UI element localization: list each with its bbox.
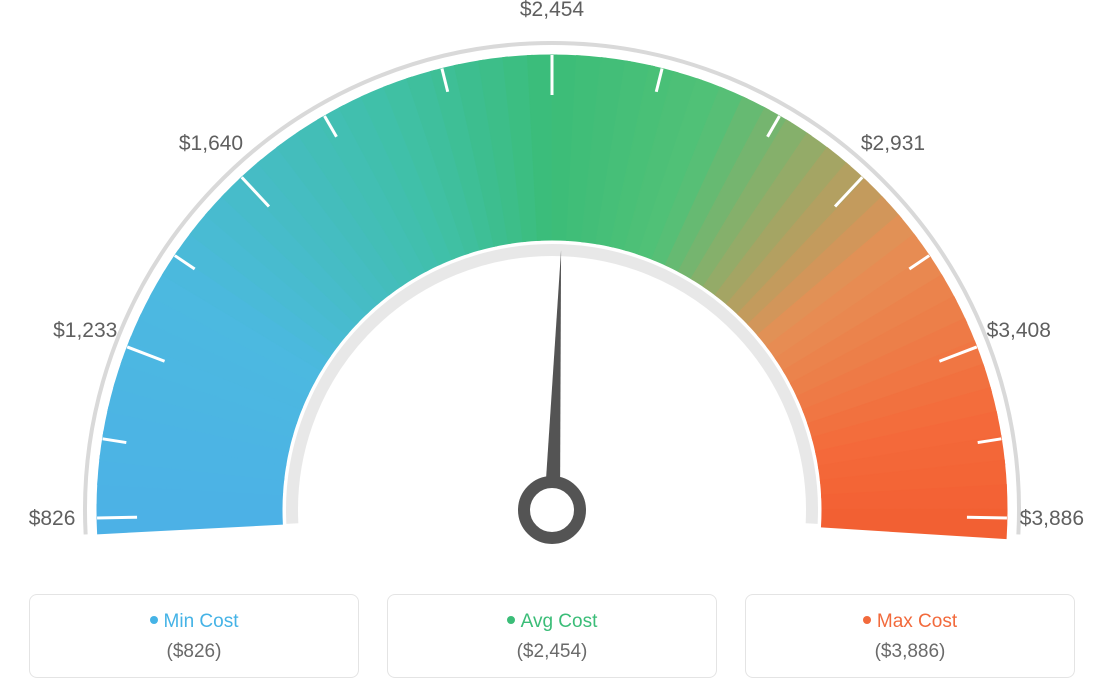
legend-value-avg: ($2,454): [388, 641, 716, 663]
legend-title-text: Max Cost: [877, 611, 957, 632]
legend-title-text: Min Cost: [164, 611, 239, 632]
gauge-svg: [0, 0, 1104, 560]
legend-title-avg: Avg Cost: [388, 611, 716, 633]
legend-row: Min Cost ($826) Avg Cost ($2,454) Max Co…: [0, 594, 1104, 678]
legend-title-text: Avg Cost: [521, 611, 598, 632]
dot-icon: [507, 616, 515, 624]
gauge-tick-label: $3,408: [987, 319, 1051, 343]
legend-card-max: Max Cost ($3,886): [745, 594, 1075, 678]
gauge-tick-label: $2,931: [861, 132, 925, 156]
legend-card-min: Min Cost ($826): [29, 594, 359, 678]
gauge-chart: $826 $1,233 $1,640 $2,454 $2,931 $3,408 $3,886: [0, 0, 1104, 560]
gauge-tick-label: $826: [29, 507, 76, 531]
legend-title-max: Max Cost: [746, 611, 1074, 633]
gauge-tick-label: $1,640: [179, 132, 243, 156]
gauge-tick-label: $3,886: [1020, 507, 1084, 531]
dot-icon: [150, 616, 158, 624]
legend-title-min: Min Cost: [30, 611, 358, 633]
legend-value-max: ($3,886): [746, 641, 1074, 663]
legend-value-min: ($826): [30, 641, 358, 663]
dot-icon: [863, 616, 871, 624]
gauge-tick-label: $1,233: [53, 319, 117, 343]
legend-card-avg: Avg Cost ($2,454): [387, 594, 717, 678]
gauge-tick-label: $2,454: [520, 0, 584, 22]
